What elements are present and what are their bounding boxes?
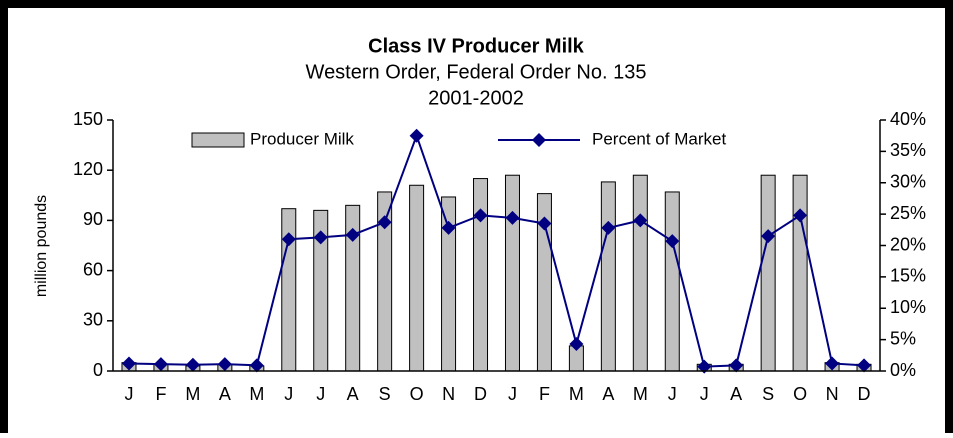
legend-swatch (532, 133, 546, 147)
x-tick-label: A (602, 384, 614, 404)
legend-label: Producer Milk (250, 129, 354, 148)
marker (345, 227, 360, 242)
marker (153, 357, 168, 372)
y2-tick-label: 15% (890, 266, 926, 286)
bar (504, 174, 520, 372)
frame-right (945, 0, 953, 433)
bar (760, 174, 776, 372)
y2-tick-label: 40% (890, 109, 926, 129)
y2-tick-label: 10% (890, 297, 926, 317)
marker (761, 229, 776, 244)
y2-tick-label: 30% (890, 172, 926, 192)
y-axis-label: million pounds (33, 195, 50, 297)
marker (409, 128, 424, 143)
bar (473, 178, 489, 372)
y-tick-label: 150 (73, 109, 103, 129)
x-tick-label: J (316, 384, 325, 404)
marker (249, 358, 264, 373)
y-tick-label: 0 (93, 360, 103, 380)
marker (121, 356, 136, 371)
x-tick-label: J (284, 384, 293, 404)
x-tick-label: M (249, 384, 264, 404)
x-tick-label: N (442, 384, 455, 404)
x-tick-label: O (793, 384, 807, 404)
marker (537, 216, 552, 231)
marker (697, 359, 712, 374)
bar (664, 191, 680, 372)
frame-top (0, 0, 953, 8)
x-tick-label: F (155, 384, 166, 404)
marker (601, 220, 616, 235)
marker (441, 220, 456, 235)
marker (313, 230, 328, 245)
marker (505, 210, 520, 225)
marker (217, 357, 232, 372)
marker (281, 232, 296, 247)
y-tick-label: 120 (73, 159, 103, 179)
marker (633, 213, 648, 228)
y2-tick-label: 25% (890, 203, 926, 223)
marker (825, 356, 840, 371)
x-tick-label: S (762, 384, 774, 404)
legend-label: Percent of Market (592, 129, 726, 148)
frame-left (0, 0, 8, 433)
x-tick-label: J (668, 384, 677, 404)
marker (857, 358, 872, 373)
x-tick-label: J (124, 384, 133, 404)
x-tick-label: F (539, 384, 550, 404)
bar (409, 184, 425, 372)
x-tick-label: M (569, 384, 584, 404)
marker (665, 234, 680, 249)
chart-subtitle: 2001-2002 (428, 87, 524, 109)
y-tick-label: 30 (83, 310, 103, 330)
x-tick-label: N (826, 384, 839, 404)
x-tick-label: M (185, 384, 200, 404)
legend-swatch (191, 132, 245, 148)
y2-tick-label: 35% (890, 140, 926, 160)
marker (729, 358, 744, 373)
line (128, 132, 865, 368)
y-tick-label: 60 (83, 259, 103, 279)
x-tick-label: D (474, 384, 487, 404)
x-tick-label: S (379, 384, 391, 404)
y-tick-label: 90 (83, 209, 103, 229)
marker (793, 208, 808, 223)
bar (632, 174, 648, 372)
x-tick-label: J (508, 384, 517, 404)
marker (473, 208, 488, 223)
chart-subtitle: Western Order, Federal Order No. 135 (306, 61, 647, 83)
x-tick-label: A (730, 384, 742, 404)
x-tick-label: A (347, 384, 359, 404)
marker (185, 357, 200, 372)
x-tick-label: M (633, 384, 648, 404)
x-tick-label: D (858, 384, 871, 404)
y2-tick-label: 5% (890, 328, 916, 348)
y2-tick-label: 20% (890, 234, 926, 254)
marker (377, 215, 392, 230)
bar (792, 174, 808, 372)
x-tick-label: O (410, 384, 424, 404)
bar (600, 181, 616, 372)
x-tick-label: J (700, 384, 709, 404)
x-tick-label: A (219, 384, 231, 404)
marker (569, 337, 584, 352)
chart-title: Class IV Producer Milk (368, 35, 585, 57)
y2-tick-label: 0% (890, 360, 916, 380)
